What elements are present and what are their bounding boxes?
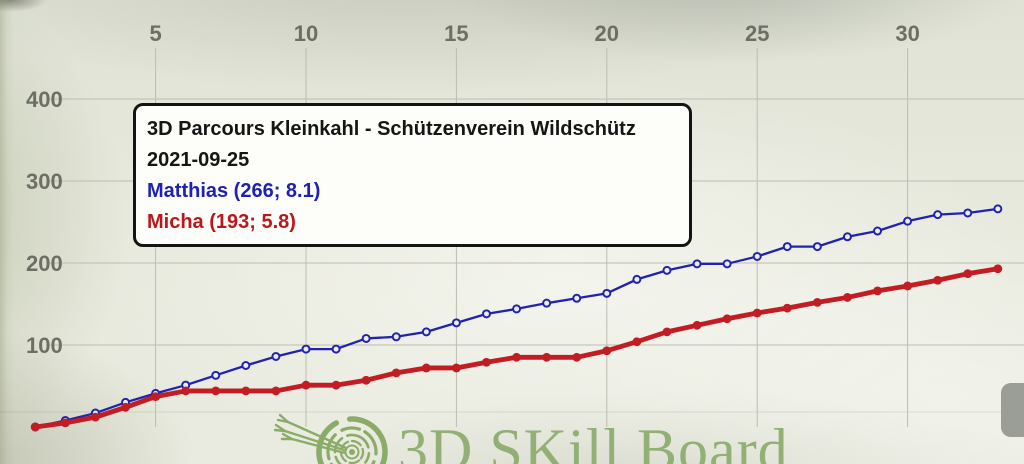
data-point-micha-12[interactable]	[361, 375, 371, 385]
data-point-matthias-20[interactable]	[602, 288, 612, 298]
chart-info-box: 3D Parcours Kleinkahl - Schützenverein W…	[133, 103, 692, 247]
data-series	[30, 204, 1003, 432]
data-point-matthias-22[interactable]	[662, 265, 672, 275]
y-tick-label-300: 300	[26, 169, 63, 194]
data-point-micha-22[interactable]	[662, 327, 672, 337]
series-line-micha	[32, 266, 1001, 430]
data-point-micha-29[interactable]	[873, 286, 882, 296]
data-point-micha-11[interactable]	[331, 380, 341, 390]
data-point-matthias-25[interactable]	[752, 251, 762, 261]
data-point-micha-30[interactable]	[903, 281, 912, 291]
x-axis-labels: 5 10 15 20 25 30	[149, 21, 919, 46]
data-point-micha-31[interactable]	[933, 275, 943, 285]
data-point-micha-17[interactable]	[512, 352, 521, 362]
data-point-matthias-28[interactable]	[842, 232, 852, 242]
data-point-matthias-32[interactable]	[963, 208, 973, 218]
data-point-matthias-23[interactable]	[692, 259, 702, 269]
data-point-micha-33[interactable]	[993, 264, 1003, 274]
info-series-matthias: Matthias (266; 8.1)	[147, 180, 321, 202]
data-point-micha-18[interactable]	[542, 352, 552, 362]
y-tick-label-200: 200	[26, 251, 63, 276]
data-point-matthias-31[interactable]	[933, 210, 943, 220]
data-point-matthias-19[interactable]	[572, 293, 582, 303]
x-tick-label-25: 25	[745, 21, 769, 46]
data-point-micha-21[interactable]	[632, 337, 642, 347]
scrollbar-thumb[interactable]	[1001, 383, 1024, 437]
x-tick-label-5: 5	[149, 21, 161, 46]
data-point-micha-1[interactable]	[30, 422, 40, 432]
data-point-micha-27[interactable]	[812, 297, 822, 307]
archery-target-logo-icon	[273, 413, 388, 464]
data-point-micha-6[interactable]	[181, 386, 191, 396]
data-point-micha-9[interactable]	[271, 386, 281, 396]
data-point-matthias-9[interactable]	[271, 351, 281, 361]
x-tick-label-10: 10	[294, 21, 318, 46]
paper-seam	[0, 411, 1024, 413]
data-point-matthias-11[interactable]	[331, 344, 341, 354]
y-tick-label-400: 400	[26, 87, 63, 112]
info-title: 3D Parcours Kleinkahl - Schützenverein W…	[147, 118, 636, 140]
data-point-micha-13[interactable]	[391, 368, 401, 378]
data-point-matthias-24[interactable]	[722, 259, 732, 269]
data-point-micha-3[interactable]	[91, 412, 100, 422]
data-point-micha-5[interactable]	[151, 392, 161, 402]
data-point-micha-2[interactable]	[60, 418, 70, 428]
info-date: 2021-09-25	[147, 149, 250, 171]
data-point-micha-26[interactable]	[782, 303, 792, 313]
data-point-matthias-33[interactable]	[993, 204, 1003, 214]
data-point-micha-7[interactable]	[211, 386, 221, 396]
data-point-micha-32[interactable]	[963, 269, 973, 279]
data-point-matthias-27[interactable]	[812, 242, 822, 252]
watermark: 3D SKill Board	[273, 413, 789, 464]
data-point-matthias-7[interactable]	[211, 370, 221, 380]
data-point-micha-24[interactable]	[722, 314, 732, 324]
data-point-micha-4[interactable]	[121, 402, 130, 412]
y-axis-labels: 100 200 300 400	[26, 87, 63, 358]
data-point-matthias-15[interactable]	[451, 318, 461, 328]
data-point-micha-16[interactable]	[482, 357, 491, 367]
data-point-micha-28[interactable]	[843, 293, 852, 302]
data-point-matthias-16[interactable]	[481, 309, 491, 319]
data-point-matthias-10[interactable]	[301, 344, 311, 354]
data-point-micha-10[interactable]	[301, 380, 311, 390]
data-point-micha-20[interactable]	[602, 346, 612, 356]
data-point-matthias-17[interactable]	[512, 304, 522, 314]
data-point-matthias-12[interactable]	[361, 333, 371, 343]
x-tick-label-20: 20	[595, 21, 619, 46]
data-point-micha-19[interactable]	[572, 352, 582, 362]
data-point-matthias-30[interactable]	[903, 216, 913, 226]
data-point-matthias-14[interactable]	[421, 327, 431, 337]
data-point-matthias-18[interactable]	[542, 298, 552, 308]
x-tick-label-15: 15	[444, 21, 468, 46]
data-point-matthias-29[interactable]	[873, 226, 883, 236]
watermark-text: 3D SKill Board	[398, 417, 789, 464]
data-point-micha-14[interactable]	[421, 363, 431, 373]
data-point-micha-23[interactable]	[692, 320, 702, 330]
info-series-micha: Micha (193; 5.8)	[147, 211, 296, 233]
data-point-matthias-21[interactable]	[632, 274, 642, 284]
data-point-micha-25[interactable]	[752, 308, 762, 318]
data-point-micha-8[interactable]	[241, 386, 251, 396]
y-tick-label-100: 100	[26, 333, 63, 358]
x-tick-label-30: 30	[895, 21, 919, 46]
data-point-micha-15[interactable]	[452, 363, 461, 373]
data-point-matthias-8[interactable]	[241, 361, 251, 370]
data-point-matthias-26[interactable]	[782, 242, 792, 252]
data-point-matthias-13[interactable]	[391, 332, 401, 342]
